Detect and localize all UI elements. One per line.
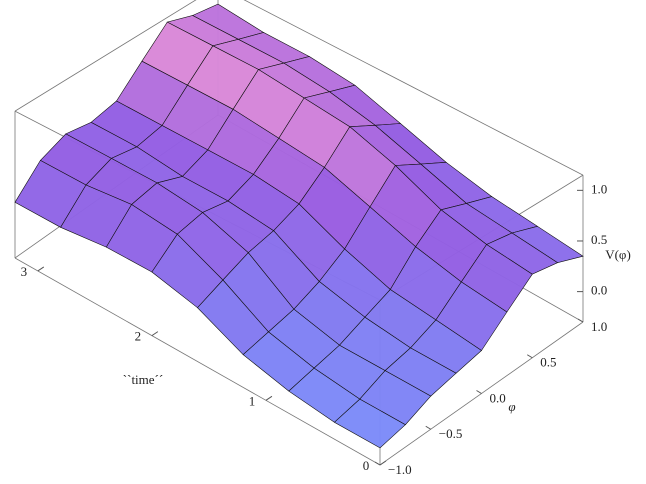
z-tick-label: 0.0	[591, 283, 607, 298]
z-tick-label: 0.5	[591, 232, 607, 247]
x-tick-label: 3	[21, 264, 28, 279]
y-tick-label: −1.0	[388, 462, 412, 477]
x-tick-label: 2	[135, 329, 142, 344]
y-tick-label: 1.0	[591, 319, 607, 334]
z-tick-label: 1.0	[591, 181, 607, 196]
x-tick	[37, 266, 45, 272]
y-tick	[577, 318, 584, 323]
surface	[14, 3, 584, 449]
y-tick	[374, 461, 381, 466]
x-axis-label: ``time´´	[123, 372, 163, 387]
x-tick-label: 1	[249, 393, 256, 408]
x-tick-label: 0	[363, 458, 370, 473]
y-tick-label: 0.5	[540, 355, 556, 370]
x-tick	[151, 331, 159, 337]
box-edge	[14, 0, 197, 112]
x-tick	[265, 395, 273, 401]
y-tick	[425, 425, 432, 430]
y-tick	[476, 390, 482, 394]
y-axis-label: φ	[508, 399, 515, 414]
surface-patch	[333, 398, 406, 449]
box-edge	[243, 0, 584, 176]
z-axis-label: V(φ)	[605, 247, 631, 262]
box-edge	[14, 257, 381, 466]
y-tick-label: 0.0	[490, 390, 506, 405]
y-tick	[526, 354, 533, 359]
x-tick	[379, 460, 387, 466]
y-tick-label: −0.5	[439, 426, 463, 441]
